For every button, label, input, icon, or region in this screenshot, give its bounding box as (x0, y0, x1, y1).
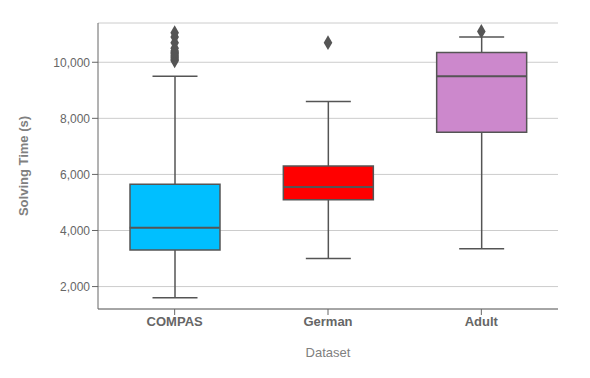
svg-text:10,000: 10,000 (53, 56, 90, 70)
svg-text:6,000: 6,000 (60, 168, 90, 182)
svg-text:COMPAS: COMPAS (147, 314, 203, 329)
svg-text:4,000: 4,000 (60, 224, 90, 238)
svg-text:Dataset: Dataset (306, 345, 351, 360)
svg-text:Adult: Adult (465, 314, 499, 329)
svg-text:German: German (303, 314, 352, 329)
svg-text:Solving Time (s): Solving Time (s) (16, 116, 31, 216)
svg-text:2,000: 2,000 (60, 280, 90, 294)
svg-text:8,000: 8,000 (60, 112, 90, 126)
